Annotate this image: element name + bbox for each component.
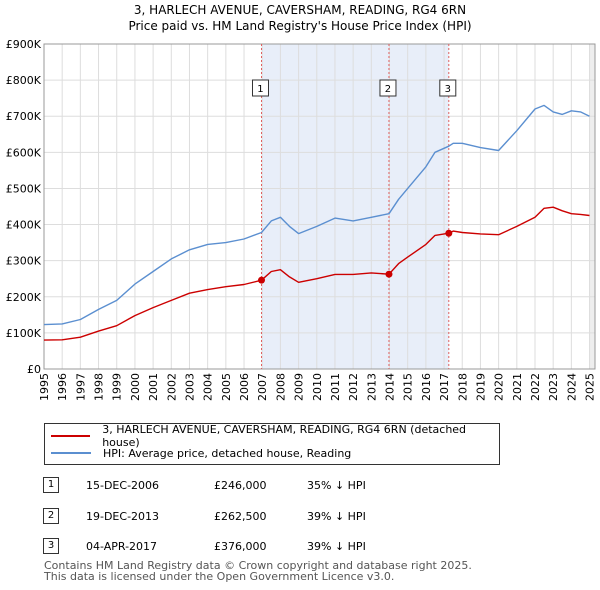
x-tick-label: 2017 — [438, 373, 451, 401]
chart-title: 3, HARLECH AVENUE, CAVERSHAM, READING, R… — [134, 3, 466, 17]
transaction-date: 04-APR-2017 — [86, 540, 158, 553]
hpi-line — [43, 104, 590, 326]
x-tick-label: 2021 — [511, 373, 524, 401]
x-tick-label: 2016 — [420, 373, 433, 401]
sale-number-box — [439, 79, 457, 97]
legend-item-hpi: HPI: Average price, detached house, Read… — [51, 445, 351, 461]
x-tick-label: 2003 — [183, 373, 196, 401]
y-tick-label: £100K — [6, 327, 42, 340]
x-tick-label: 2023 — [547, 373, 560, 401]
chart-subtitle: Price paid vs. HM Land Registry's House … — [128, 19, 471, 33]
transaction-hpi-diff: 39% ↓ HPI — [307, 540, 366, 553]
x-tick-label: 1995 — [38, 373, 51, 401]
x-tick-label: 2014 — [384, 373, 397, 401]
x-tick-label: 2007 — [256, 373, 269, 401]
transaction-number: 3 — [43, 538, 59, 554]
transaction-date: 19-DEC-2013 — [86, 510, 160, 523]
transaction-row: 2 19-DEC-2013 £262,500 39% ↓ HPI — [0, 508, 600, 528]
transaction-price: £262,500 — [214, 510, 267, 523]
sale-number-label: 3 — [445, 84, 451, 95]
x-tick-label: 2004 — [202, 373, 215, 401]
x-tick-label: 2025 — [584, 373, 597, 401]
property-price-line — [43, 206, 590, 341]
x-tick-label: 1999 — [111, 373, 124, 401]
legend-item-property: 3, HARLECH AVENUE, CAVERSHAM, READING, R… — [51, 423, 499, 449]
footer-line-2: This data is licensed under the Open Gov… — [44, 570, 395, 583]
x-tick-label: 2005 — [220, 373, 233, 401]
x-tick-label: 2000 — [129, 373, 142, 401]
legend: 3, HARLECH AVENUE, CAVERSHAM, READING, R… — [44, 423, 500, 465]
transaction-date: 15-DEC-2006 — [86, 479, 160, 492]
x-tick-label: 2010 — [311, 373, 324, 401]
sale-point — [445, 229, 453, 237]
sale-number-label: 1 — [257, 84, 263, 95]
transaction-row: 3 04-APR-2017 £376,000 39% ↓ HPI — [0, 538, 600, 558]
x-tick-label: 2015 — [402, 373, 415, 401]
sale-point — [257, 276, 265, 284]
transaction-hpi-diff: 35% ↓ HPI — [307, 479, 366, 492]
x-tick-label: 2001 — [147, 373, 160, 401]
x-tick-label: 2018 — [456, 373, 469, 401]
y-tick-label: £600K — [6, 146, 42, 159]
y-tick-label: £900K — [6, 38, 42, 51]
legend-label-hpi: HPI: Average price, detached house, Read… — [103, 446, 352, 460]
x-tick-label: 2019 — [474, 373, 487, 401]
transaction-price: £376,000 — [214, 540, 267, 553]
transaction-row: 1 15-DEC-2006 £246,000 35% ↓ HPI — [0, 477, 600, 497]
price-chart: 3, HARLECH AVENUE, CAVERSHAM, READING, R… — [6, 3, 597, 401]
y-tick-label: £500K — [6, 182, 42, 195]
x-tick-label: 2024 — [565, 373, 578, 401]
y-tick-label: £200K — [6, 291, 42, 304]
x-tick-label: 2012 — [347, 373, 360, 401]
legend-swatch-property — [51, 435, 91, 437]
transaction-number: 2 — [43, 508, 59, 524]
x-tick-label: 1996 — [56, 373, 69, 401]
sale-number-box — [251, 79, 269, 97]
y-tick-label: £400K — [6, 219, 42, 232]
x-tick-label: 2011 — [329, 373, 342, 401]
y-tick-label: £300K — [6, 255, 42, 268]
y-tick-label: £0 — [27, 363, 41, 376]
x-tick-label: 2008 — [274, 373, 287, 401]
sale-number-box — [379, 79, 397, 97]
y-tick-label: £800K — [6, 74, 42, 87]
legend-label-property: 3, HARLECH AVENUE, CAVERSHAM, READING, R… — [102, 423, 467, 449]
x-tick-label: 2006 — [238, 373, 251, 401]
plot-frame — [43, 43, 596, 370]
x-tick-label: 1998 — [93, 373, 106, 401]
x-tick-label: 2009 — [293, 373, 306, 401]
transaction-price: £246,000 — [214, 479, 267, 492]
transaction-hpi-diff: 39% ↓ HPI — [307, 510, 366, 523]
transaction-number: 1 — [43, 477, 59, 493]
x-tick-label: 2022 — [529, 373, 542, 401]
footer-attribution: Contains HM Land Registry data © Crown c… — [44, 560, 472, 582]
sale-point — [385, 270, 393, 278]
shaded-period — [261, 44, 449, 369]
x-tick-label: 2020 — [493, 373, 506, 401]
x-tick-label: 1997 — [74, 373, 87, 401]
sale-number-label: 2 — [385, 84, 391, 95]
footer-line-1: Contains HM Land Registry data © Crown c… — [44, 559, 472, 572]
legend-swatch-hpi — [51, 452, 91, 454]
x-tick-label: 2002 — [165, 373, 178, 401]
future-region — [589, 44, 595, 369]
x-tick-label: 2013 — [365, 373, 378, 401]
y-tick-label: £700K — [6, 110, 42, 123]
